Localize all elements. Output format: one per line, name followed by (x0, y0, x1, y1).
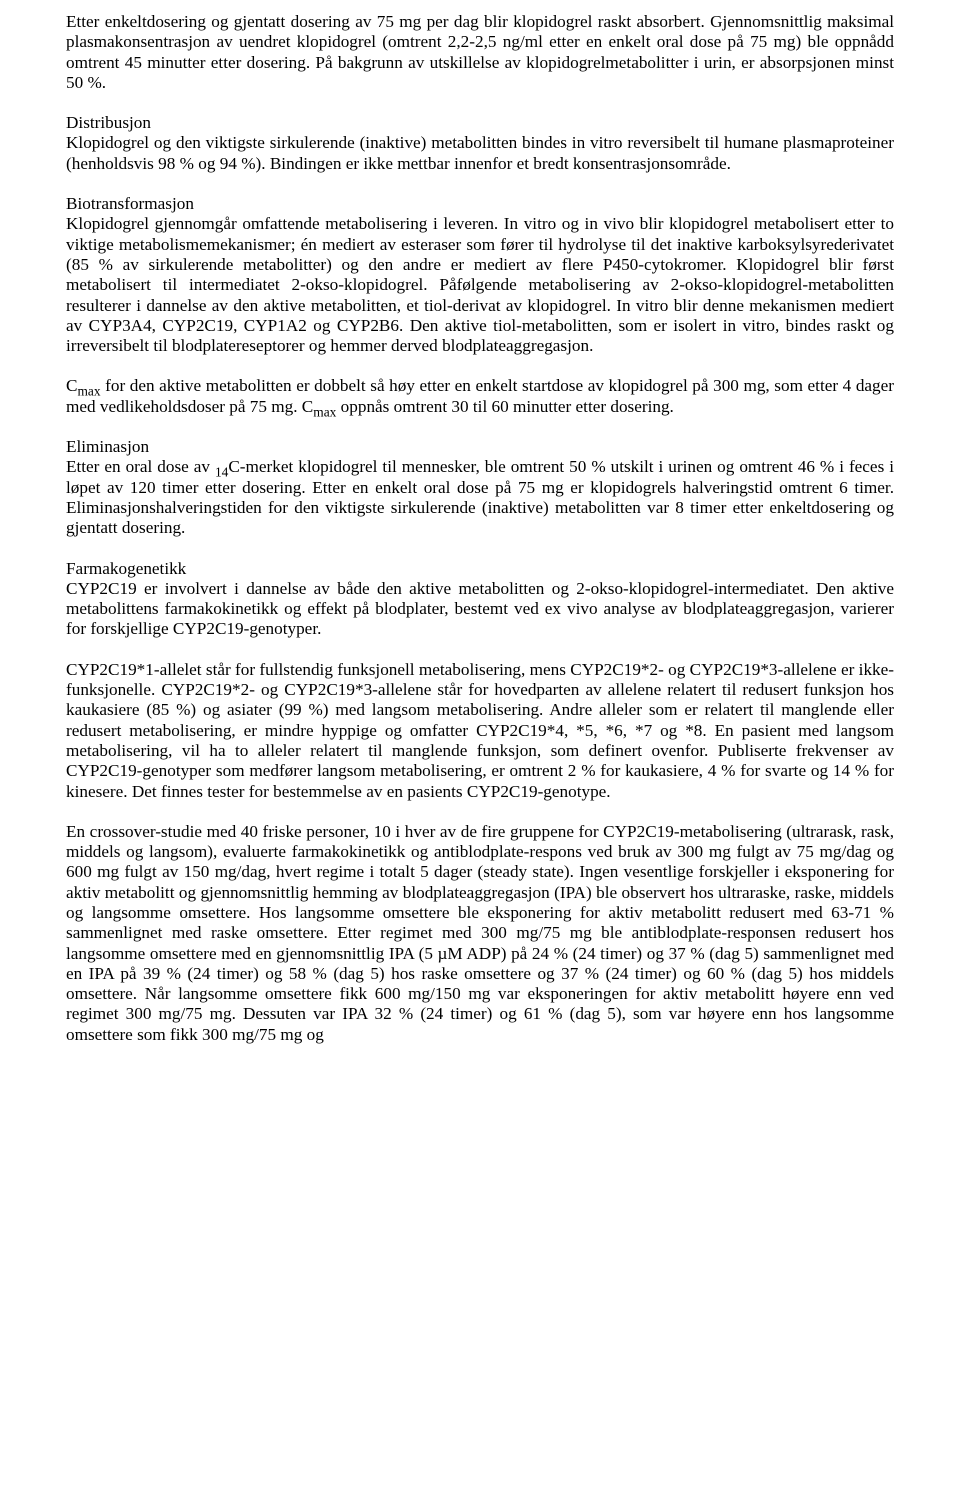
label-distribution: Distribusjon (66, 113, 894, 133)
text-cmax-c: oppnås omtrent 30 til 60 minutter etter … (336, 397, 673, 416)
paragraph-absorption: Etter enkeltdosering og gjentatt doserin… (66, 12, 894, 93)
label-biotransformation: Biotransformasjon (66, 194, 894, 214)
subscript-max-2: max (313, 404, 336, 419)
text-biotransformation: Klopidogrel gjennomgår omfattende metabo… (66, 214, 894, 355)
text-pharmacogenetics: CYP2C19 er involvert i dannelse av både … (66, 579, 894, 639)
paragraph-biotransformation: Biotransformasjon Klopidogrel gjennomgår… (66, 194, 894, 356)
text-elimination-a: Etter en oral dose av (66, 457, 215, 476)
paragraph-pharmacogenetics: Farmakogenetikk CYP2C19 er involvert i d… (66, 559, 894, 640)
paragraph-elimination: Eliminasjon Etter en oral dose av 14C-me… (66, 437, 894, 538)
paragraph-cmax: Cmax for den aktive metabolitten er dobb… (66, 376, 894, 417)
label-elimination: Eliminasjon (66, 437, 894, 457)
paragraph-crossover-study: En crossover-studie med 40 friske person… (66, 822, 894, 1045)
paragraph-alleles: CYP2C19*1-allelet står for fullstendig f… (66, 660, 894, 802)
paragraph-distribution: Distribusjon Klopidogrel og den viktigst… (66, 113, 894, 174)
label-pharmacogenetics: Farmakogenetikk (66, 559, 894, 579)
text-distribution: Klopidogrel og den viktigste sirkulerend… (66, 133, 894, 172)
text-cmax-a: C (66, 376, 77, 395)
